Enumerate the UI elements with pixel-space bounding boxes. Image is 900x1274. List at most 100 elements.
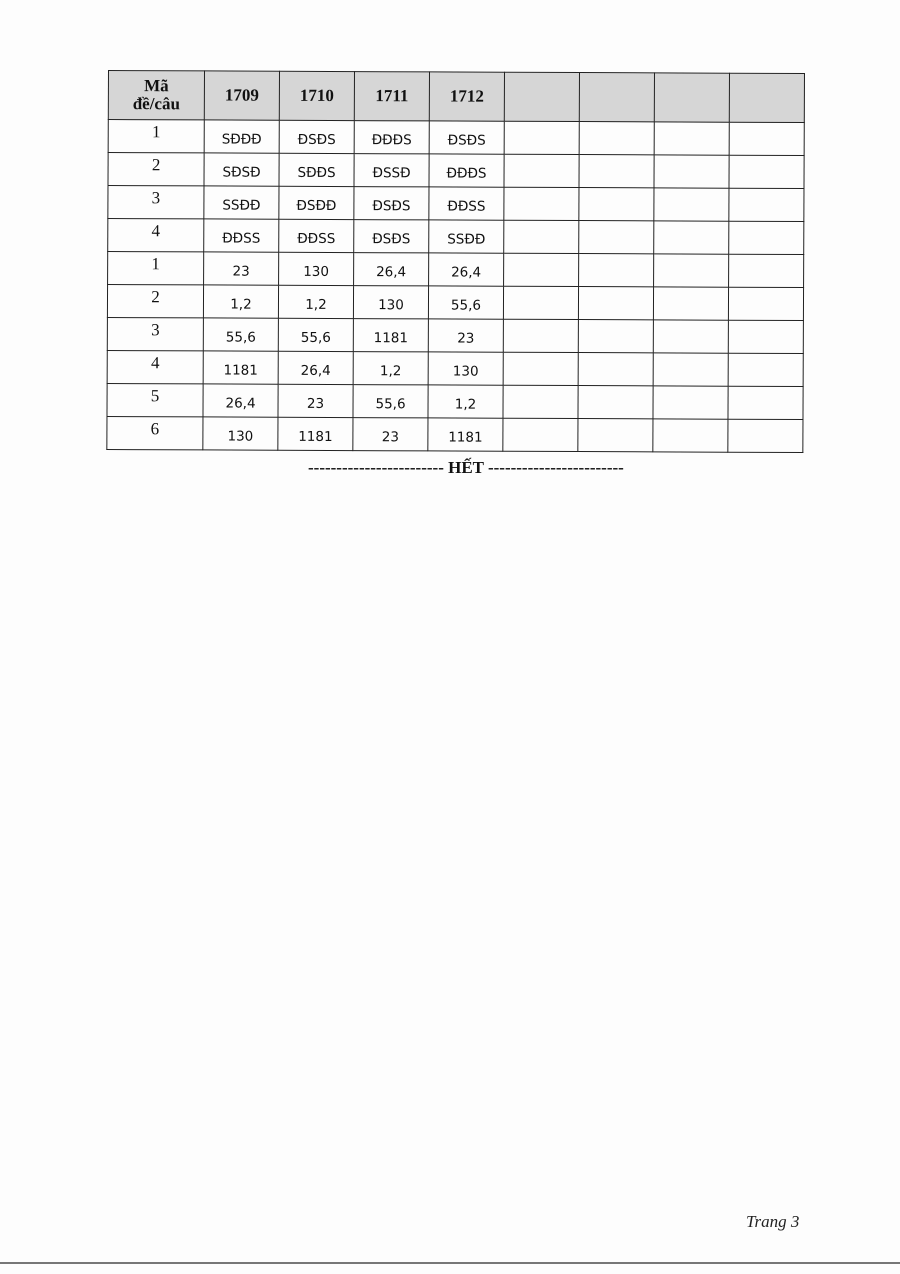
- table-row: 4 1181 26,4 1,2 130: [107, 350, 804, 387]
- answer-cell: [727, 419, 803, 453]
- answer-cell: SSĐĐ: [203, 185, 279, 220]
- answer-cell: [578, 154, 655, 188]
- question-number: 4: [107, 218, 204, 252]
- answer-cell: [653, 220, 729, 255]
- answer-cell: 55,6: [203, 317, 279, 352]
- table-row: 2 SĐSĐ SĐĐS ĐSSĐ ĐĐĐS: [107, 152, 805, 189]
- answer-cell: [653, 286, 729, 321]
- header-exam-code: 1711: [354, 71, 430, 121]
- end-marker: ------------------------ HẾT -----------…: [308, 458, 624, 477]
- header-exam-code: [654, 72, 730, 123]
- answer-cell: [652, 385, 729, 420]
- answer-cell: [653, 319, 729, 354]
- question-number: 1: [108, 119, 205, 153]
- question-number: 4: [107, 350, 204, 384]
- answer-cell: 1,2: [278, 285, 354, 319]
- answer-cell: [578, 319, 654, 353]
- answer-key-table: Mã đề/câu 1709 1710 1711 1712 1 SĐĐĐ ĐSĐS ĐĐĐS Đ…: [106, 70, 805, 453]
- question-number: 3: [107, 317, 204, 351]
- question-number: 1: [107, 251, 204, 285]
- answer-cell: [728, 221, 804, 255]
- answer-cell: 23: [277, 384, 354, 418]
- answer-cell: 26,4: [428, 252, 504, 287]
- answer-cell: ĐSĐS: [429, 120, 505, 155]
- question-number: 6: [106, 416, 203, 450]
- answer-cell: [728, 353, 804, 387]
- table-row: 5 26,4 23 55,6 1,2: [106, 383, 804, 420]
- answer-cell: [653, 352, 729, 387]
- answer-cell: 1181: [427, 417, 503, 452]
- table-row: 4 ĐĐSS ĐĐSS ĐSĐS SSĐĐ: [107, 218, 804, 255]
- answer-cell: [577, 418, 653, 452]
- answer-cell: [652, 418, 728, 453]
- header-exam-code: [729, 73, 805, 123]
- bottom-rule: [0, 1262, 900, 1264]
- answer-cell: [502, 418, 578, 452]
- answer-cell: [578, 352, 654, 386]
- answer-cell: ĐĐSS: [278, 219, 354, 253]
- answer-cell: 1181: [203, 350, 279, 385]
- header-line-2: đề/câu: [132, 94, 181, 114]
- answer-cell: [578, 253, 654, 287]
- answer-cell: [728, 320, 804, 354]
- answer-cell: 130: [202, 416, 278, 451]
- answer-cell: 23: [352, 417, 428, 451]
- answer-cell: ĐĐSS: [203, 218, 279, 253]
- table-row: 1 23 130 26,4 26,4: [107, 251, 804, 288]
- answer-cell: 1,2: [203, 284, 279, 319]
- answer-cell: [503, 352, 579, 386]
- answer-cell: ĐSĐS: [353, 219, 429, 253]
- question-number: 2: [107, 152, 205, 186]
- answer-cell: 55,6: [278, 318, 354, 352]
- answer-cell: [504, 121, 580, 155]
- answer-cell: [577, 385, 654, 419]
- answer-cell: 23: [428, 318, 504, 353]
- answer-cell: 130: [278, 252, 354, 286]
- answer-cell: 55,6: [352, 384, 429, 418]
- table-row: 2 1,2 1,2 130 55,6: [107, 284, 804, 321]
- answer-cell: 1181: [353, 318, 429, 352]
- answer-cell: 26,4: [278, 351, 354, 385]
- header-exam-code: [579, 72, 655, 122]
- answer-cell: [578, 187, 654, 221]
- answer-cell: ĐĐĐS: [354, 120, 430, 154]
- answer-cell: [653, 187, 729, 222]
- question-number: 5: [106, 383, 204, 417]
- header-exam-code: 1710: [279, 71, 355, 121]
- answer-cell: [728, 188, 804, 222]
- answer-cell: [503, 319, 579, 353]
- answer-cell: [503, 187, 579, 221]
- table-row: 3 55,6 55,6 1181 23: [107, 317, 804, 354]
- table-row: 3 SSĐĐ ĐSĐĐ ĐSĐS ĐĐSS: [107, 185, 804, 222]
- answer-cell: [727, 386, 804, 420]
- header-exam-code: [504, 72, 580, 122]
- table-row: 1 SĐĐĐ ĐSĐS ĐĐĐS ĐSĐS: [108, 119, 805, 156]
- header-exam-code: 1709: [204, 70, 280, 121]
- answer-cell: [728, 254, 804, 288]
- answer-cell: [503, 286, 579, 320]
- question-number: 2: [107, 284, 204, 318]
- answer-cell: 1,2: [427, 384, 504, 419]
- answer-cell: [653, 253, 729, 288]
- header-line-1: Mã: [144, 76, 169, 96]
- header-exam-question: Mã đề/câu: [108, 70, 205, 120]
- answer-cell: 130: [428, 351, 504, 386]
- answer-cell: [654, 121, 730, 156]
- answer-cell: [653, 154, 730, 189]
- answer-cell: SĐSĐ: [203, 152, 280, 187]
- answer-cell: 23: [203, 251, 279, 286]
- answer-cell: [729, 122, 805, 156]
- answer-cell: [579, 121, 655, 155]
- answer-cell: 55,6: [428, 285, 504, 320]
- answer-cell: SSĐĐ: [428, 219, 504, 254]
- answer-cell: [502, 385, 579, 419]
- page-number: Trang 3: [746, 1212, 800, 1231]
- answer-cell: ĐĐSS: [428, 186, 504, 221]
- answer-cell: SĐĐS: [278, 153, 355, 187]
- header-exam-code: 1712: [429, 71, 505, 122]
- answer-cell: [578, 286, 654, 320]
- answer-cell: ĐSĐĐ: [278, 186, 354, 220]
- answer-cell: ĐĐĐS: [428, 153, 505, 188]
- answer-cell: 1,2: [353, 351, 429, 385]
